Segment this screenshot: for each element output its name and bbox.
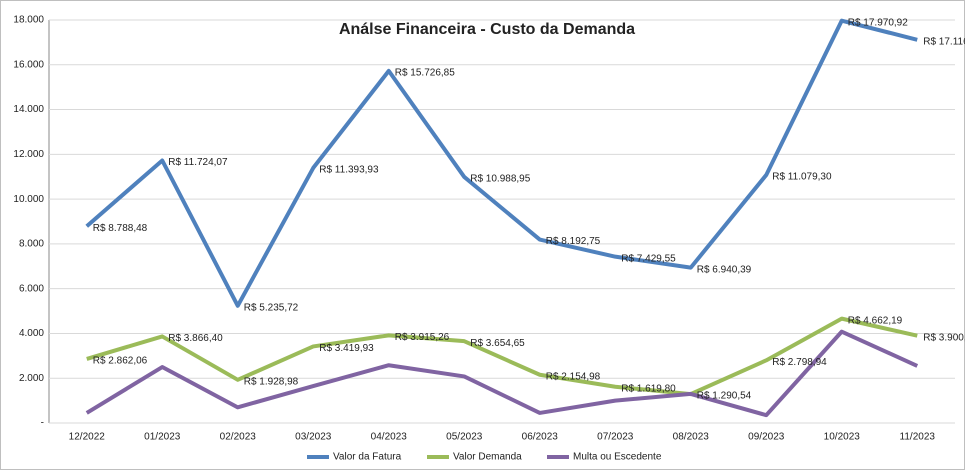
data-label: R$ 8.788,48: [93, 223, 148, 234]
data-label: R$ 7.429,55: [621, 253, 676, 264]
data-label: R$ 17.116,61: [923, 36, 965, 47]
data-label: R$ 2.798,94: [772, 357, 827, 368]
data-label: R$ 1.928,98: [244, 376, 299, 387]
x-tick-label: 12/2022: [69, 432, 106, 443]
data-label: R$ 11.724,07: [168, 157, 228, 168]
data-label: R$ 3.866,40: [168, 333, 223, 344]
y-tick-label: 2.000: [19, 373, 44, 384]
data-label: R$ 1.290,54: [697, 391, 752, 402]
legend-label: Valor Demanda: [453, 452, 522, 463]
y-tick-label: -: [41, 418, 44, 429]
series-line: [86, 316, 918, 397]
x-tick-label: 06/2023: [522, 432, 559, 443]
data-label: R$ 17.970,92: [848, 17, 908, 28]
data-label: R$ 3.900,72: [923, 332, 965, 343]
data-label: R$ 6.940,39: [697, 264, 752, 275]
data-label: R$ 11.393,93: [319, 165, 379, 176]
data-label: R$ 10.988,95: [470, 174, 530, 185]
x-tick-label: 09/2023: [748, 432, 785, 443]
x-tick-label: 08/2023: [673, 432, 710, 443]
data-label: R$ 2.154,98: [546, 371, 601, 382]
y-tick-label: 18.000: [13, 15, 44, 26]
legend-label: Multa ou Escedente: [573, 452, 662, 463]
data-label: R$ 2.862,06: [93, 356, 148, 367]
legend-label: Valor da Fatura: [333, 452, 402, 463]
x-tick-label: 02/2023: [220, 432, 257, 443]
data-label: R$ 5.235,72: [244, 302, 299, 313]
x-tick-label: 07/2023: [597, 432, 634, 443]
y-tick-label: 6.000: [19, 283, 44, 294]
series-line: [85, 329, 919, 418]
data-label: R$ 4.662,19: [848, 315, 903, 326]
series-line: [85, 18, 918, 308]
data-label: R$ 15.726,85: [395, 68, 455, 79]
data-label: R$ 11.079,30: [772, 172, 832, 183]
x-tick-label: 10/2023: [824, 432, 861, 443]
data-label: R$ 8.192,75: [546, 236, 601, 247]
y-tick-label: 14.000: [13, 104, 44, 115]
data-label: R$ 3.419,93: [319, 343, 374, 354]
x-tick-label: 05/2023: [446, 432, 483, 443]
x-tick-label: 03/2023: [295, 432, 332, 443]
x-tick-label: 04/2023: [371, 432, 408, 443]
y-tick-label: 12.000: [13, 149, 44, 160]
y-tick-label: 4.000: [19, 328, 44, 339]
y-tick-label: 10.000: [13, 194, 44, 205]
data-label: R$ 3.654,65: [470, 338, 525, 349]
data-label: R$ 3.915,26: [395, 332, 450, 343]
chart-title: Análse Financeira - Custo da Demanda: [339, 21, 635, 38]
data-label: R$ 1.619,80: [621, 383, 676, 394]
x-tick-label: 01/2023: [144, 432, 181, 443]
x-tick-label: 11/2023: [900, 432, 936, 443]
y-tick-label: 8.000: [19, 239, 44, 250]
y-tick-label: 16.000: [13, 59, 44, 70]
